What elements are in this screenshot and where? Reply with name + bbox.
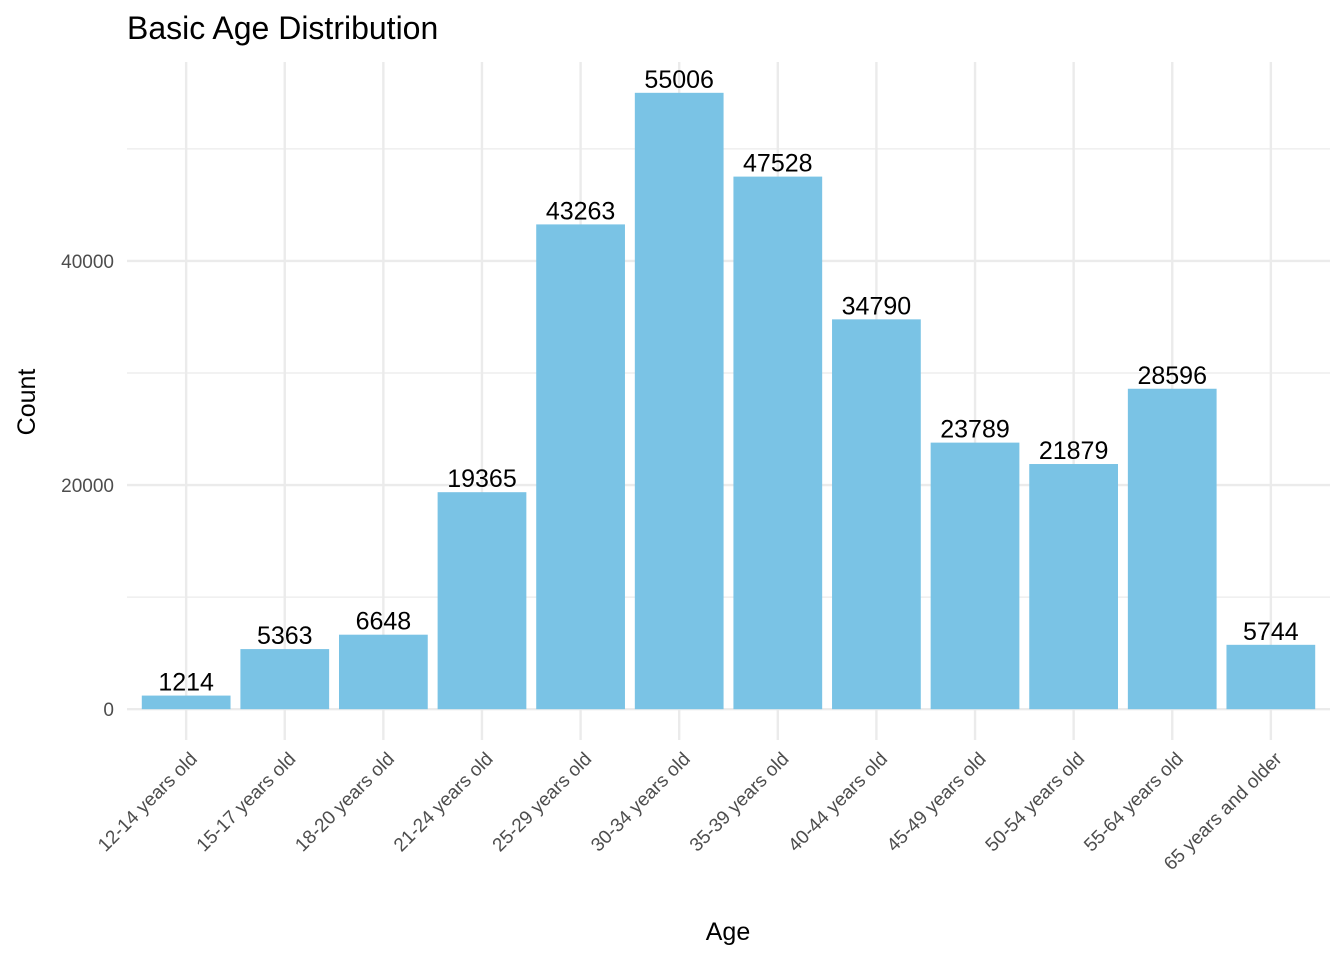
data-label: 28596 bbox=[1137, 362, 1207, 390]
bar bbox=[1029, 464, 1118, 710]
y-tick-label: 40000 bbox=[61, 252, 114, 273]
bar bbox=[832, 319, 921, 710]
bar bbox=[437, 492, 527, 710]
bar bbox=[536, 224, 625, 710]
data-label: 5744 bbox=[1243, 618, 1299, 646]
chart-title: Basic Age Distribution bbox=[127, 10, 438, 46]
bar bbox=[733, 176, 823, 710]
x-axis-title: Age bbox=[706, 918, 750, 946]
data-label: 55006 bbox=[644, 66, 714, 94]
data-label: 47528 bbox=[743, 150, 813, 178]
y-axis: 0 20000 40000 bbox=[61, 252, 114, 721]
data-labels-layer: 1214 5363 6648 19365 43263 55006 47528 34790 237… bbox=[158, 66, 1298, 697]
bar bbox=[1127, 388, 1217, 710]
bar bbox=[141, 695, 231, 710]
bar bbox=[634, 92, 724, 710]
y-axis-title: Count bbox=[13, 369, 41, 436]
data-label: 34790 bbox=[842, 292, 912, 320]
bar bbox=[1226, 644, 1316, 710]
data-label: 6648 bbox=[356, 608, 412, 636]
data-label: 43263 bbox=[546, 197, 616, 225]
bar bbox=[930, 442, 1020, 710]
data-label: 1214 bbox=[158, 669, 214, 697]
bars-layer bbox=[141, 92, 1316, 710]
y-tick-label: 20000 bbox=[61, 476, 114, 497]
data-label: 21879 bbox=[1039, 437, 1109, 465]
data-label: 5363 bbox=[257, 622, 313, 650]
data-label: 23789 bbox=[940, 416, 1010, 444]
y-tick-label: 0 bbox=[103, 700, 114, 721]
data-label: 19365 bbox=[447, 465, 517, 493]
bar bbox=[240, 649, 330, 710]
bar bbox=[339, 634, 428, 710]
